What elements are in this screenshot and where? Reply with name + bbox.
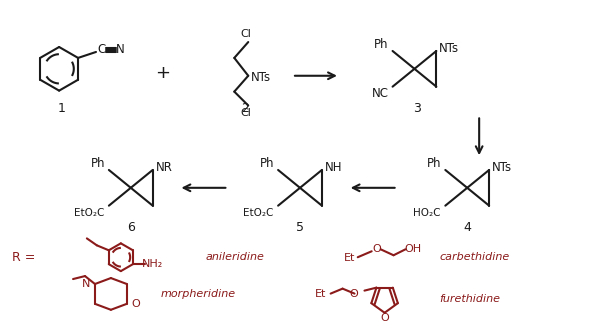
- Text: NC: NC: [371, 87, 389, 100]
- Text: Ph: Ph: [91, 156, 105, 170]
- Text: OH: OH: [404, 244, 421, 254]
- Text: NTs: NTs: [492, 161, 512, 175]
- Text: furethidine: furethidine: [439, 294, 500, 304]
- Text: 3: 3: [413, 102, 421, 115]
- Text: Ph: Ph: [260, 156, 274, 170]
- Text: NTs: NTs: [439, 42, 460, 55]
- Text: O: O: [380, 313, 389, 323]
- Text: 2: 2: [241, 102, 249, 115]
- Text: Et: Et: [344, 253, 355, 263]
- Text: NR: NR: [155, 161, 173, 175]
- Text: Cl: Cl: [241, 109, 251, 119]
- Text: morpheridine: morpheridine: [161, 289, 236, 299]
- Text: 5: 5: [296, 221, 304, 234]
- Text: Cl: Cl: [241, 29, 251, 39]
- Text: 4: 4: [463, 221, 471, 234]
- Text: NH: NH: [325, 161, 343, 175]
- Text: NH₂: NH₂: [142, 259, 163, 269]
- Text: N: N: [82, 279, 90, 289]
- Text: +: +: [155, 64, 170, 82]
- Text: EtO₂C: EtO₂C: [74, 208, 104, 217]
- Text: NTs: NTs: [251, 71, 271, 84]
- Text: carbethidine: carbethidine: [439, 252, 509, 262]
- Text: HO₂C: HO₂C: [413, 208, 440, 217]
- Text: Ph: Ph: [427, 156, 442, 170]
- Text: O: O: [372, 244, 381, 254]
- Text: 1: 1: [57, 102, 65, 115]
- Text: anileridine: anileridine: [205, 252, 265, 262]
- Text: N: N: [116, 43, 124, 56]
- Text: C: C: [98, 43, 106, 56]
- Text: 6: 6: [127, 221, 135, 234]
- Text: R =: R =: [11, 251, 35, 264]
- Text: O: O: [132, 299, 140, 309]
- Text: Et: Et: [315, 289, 326, 298]
- Text: Ph: Ph: [374, 38, 389, 50]
- Text: EtO₂C: EtO₂C: [243, 208, 273, 217]
- Text: O: O: [350, 289, 358, 298]
